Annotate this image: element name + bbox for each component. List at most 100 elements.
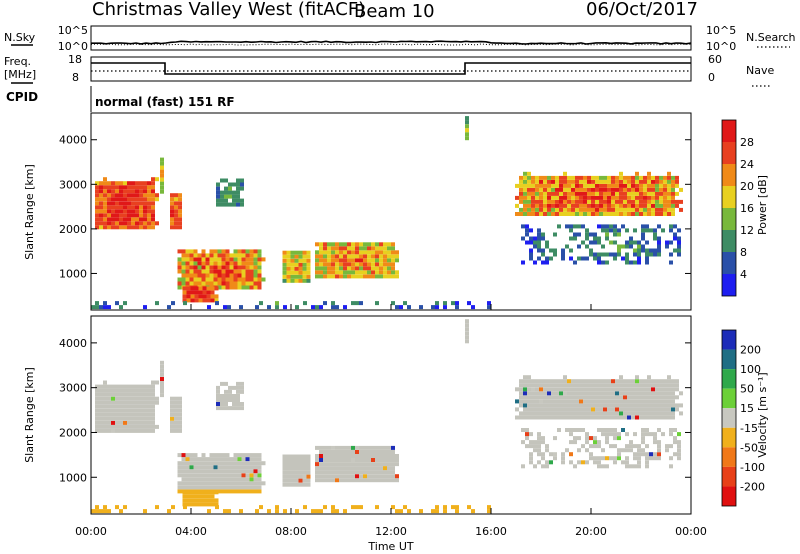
power-cell [220, 198, 224, 203]
power-cell [657, 248, 661, 253]
power-cell [233, 269, 238, 274]
power-cell [147, 213, 151, 218]
velocity-cell [637, 452, 641, 457]
power-cell [282, 254, 287, 259]
velocity-cell [647, 403, 651, 408]
velocity-cell [565, 448, 569, 453]
power-cell [155, 197, 159, 202]
velocity-cell [103, 428, 107, 433]
power-cell [613, 232, 617, 237]
power-cell [224, 186, 228, 191]
velocity-cell [315, 445, 319, 450]
velocity-cell [537, 440, 541, 445]
velocity-cell [217, 465, 222, 470]
colorbar-tick-label: -15 [740, 422, 758, 435]
velocity-cell [181, 481, 186, 486]
power-cell [343, 258, 347, 263]
power-cell [653, 252, 657, 257]
frequency-panel: Freq. [MHz] 18 8 60 0 Nave [4, 53, 774, 87]
velocity-cell [298, 458, 303, 463]
velocity-cell [395, 478, 399, 483]
velocity-cell [160, 381, 164, 385]
velocity-cell [657, 452, 661, 457]
power-cell [290, 274, 295, 279]
velocity-cell [216, 402, 220, 406]
velocity-cell [205, 469, 210, 474]
velocity-cell [519, 391, 523, 396]
velocity-cell [541, 440, 545, 445]
power-cell [551, 179, 555, 184]
power-cell [371, 274, 375, 279]
power-cell [119, 205, 123, 210]
velocity-cell [599, 403, 603, 408]
velocity-cell [639, 387, 643, 392]
freq-unit-label: [MHz] [4, 68, 36, 81]
power-cell [623, 212, 627, 216]
power-cell [619, 199, 623, 204]
power-cell [95, 209, 99, 214]
power-cell [111, 193, 115, 198]
velocity-cell [232, 402, 236, 406]
velocity-cell [515, 387, 519, 392]
velocity-cell [627, 379, 631, 384]
velocity-cell [659, 407, 663, 412]
power-cell [647, 175, 651, 180]
velocity-cell [607, 383, 611, 388]
power-cell [551, 195, 555, 200]
velocity-cell [147, 400, 151, 405]
power-cell [665, 244, 669, 249]
velocity-cell [591, 411, 595, 416]
velocity-cell [643, 387, 647, 392]
velocity-cell [294, 458, 299, 463]
velocity-cell [523, 411, 527, 416]
velocity-cell [335, 445, 339, 450]
velocity-cell [178, 420, 182, 425]
power-cell [214, 298, 219, 303]
velocity-cell [613, 460, 617, 465]
power-cell [214, 294, 219, 299]
velocity-cell [147, 388, 151, 393]
power-cell [679, 187, 683, 192]
power-cell [379, 262, 383, 267]
power-cell [237, 269, 242, 274]
velocity-cell [103, 384, 107, 389]
velocity-cell [245, 453, 250, 458]
power-cell [107, 225, 111, 230]
power-cell [379, 242, 383, 247]
velocity-cell [669, 456, 673, 461]
velocity-cell [229, 489, 234, 494]
velocity-cell [177, 481, 182, 486]
power-cell [591, 207, 595, 212]
colorbar-segment [722, 186, 736, 208]
power-cell [553, 232, 557, 237]
power-cell [233, 281, 238, 286]
power-cell [335, 258, 339, 263]
velocity-cell [190, 498, 195, 503]
velocity-cell [371, 454, 375, 458]
power-cell [170, 201, 174, 206]
velocity-cell [527, 399, 531, 404]
velocity-cell [535, 391, 539, 396]
power-cell [131, 201, 135, 206]
power-cell [655, 195, 659, 200]
velocity-cell [629, 464, 633, 469]
power-cell [659, 195, 663, 200]
power-cell [627, 207, 631, 212]
power-cell [236, 178, 240, 183]
power-cell [233, 249, 238, 254]
power-cell [621, 244, 625, 249]
velocity-cell [651, 391, 655, 396]
power-cell [571, 179, 575, 184]
power-cell [170, 193, 174, 198]
power-cell [229, 261, 234, 266]
velocity-cell [663, 407, 667, 412]
power-cell [575, 191, 579, 196]
power-cell [119, 197, 123, 202]
power-cell [174, 225, 178, 230]
power-cell [579, 195, 583, 200]
velocity-cell [143, 424, 147, 429]
colorbar-segment [722, 208, 736, 230]
power-cell [545, 244, 549, 249]
power-cell [551, 183, 555, 188]
